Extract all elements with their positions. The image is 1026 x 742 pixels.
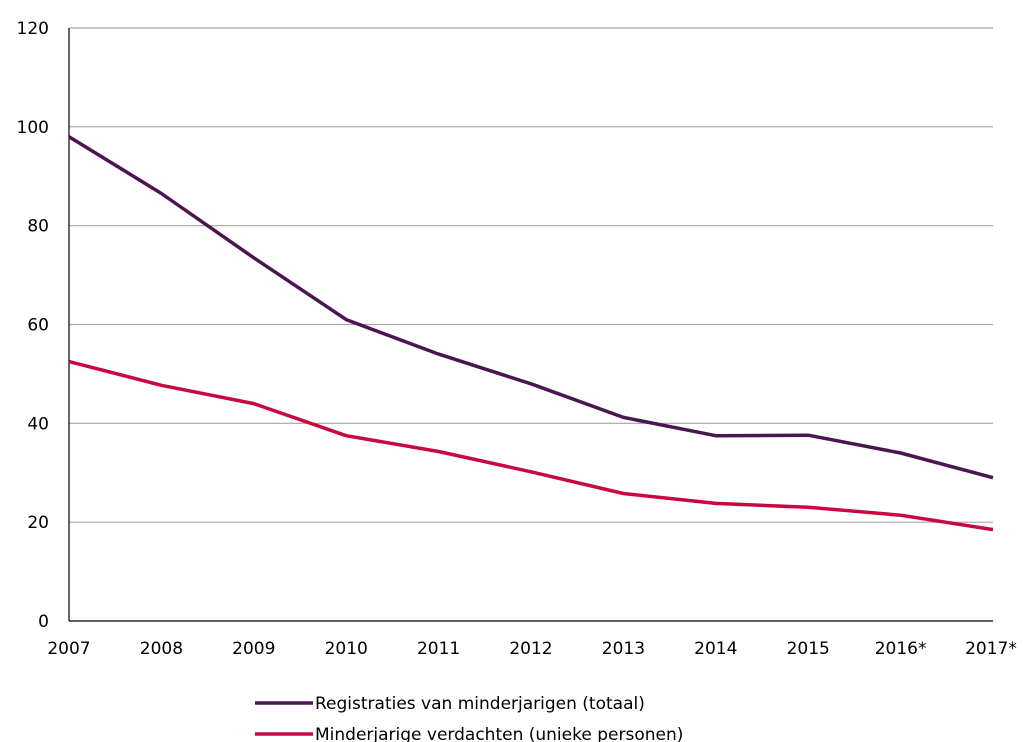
- x-tick-labels: 2007 2008 2009 2010 2011 2012 2013 2014 2015 2016…: [47, 639, 1017, 659]
- x-tick-label: 2007: [47, 639, 90, 659]
- legend: Registraties van minderjarigen (totaal) M…: [255, 694, 683, 742]
- series-lines: [68, 135, 994, 532]
- legend-label: Minderjarige verdachten (unieke personen…: [315, 725, 683, 742]
- y-tick-label: 60: [27, 316, 49, 336]
- gridlines: [69, 27, 993, 523]
- x-tick-label: 2010: [325, 639, 368, 659]
- x-tick-label: 2011: [417, 639, 460, 659]
- y-tick-label: 40: [27, 414, 49, 434]
- y-tick-label: 100: [17, 118, 49, 138]
- legend-label: Registraties van minderjarigen (totaal): [315, 694, 645, 714]
- x-tick-label: 2009: [232, 639, 275, 659]
- y-tick-label: 20: [27, 513, 49, 533]
- series-line-2: [68, 359, 994, 532]
- axes: [68, 28, 993, 622]
- x-tick-label: 2015: [787, 639, 830, 659]
- y-tick-label: 80: [27, 217, 49, 237]
- x-tick-label: 2008: [140, 639, 183, 659]
- y-tick-label: 0: [38, 612, 49, 632]
- x-tick-label: 2012: [509, 639, 552, 659]
- series-line-1: [68, 135, 994, 480]
- x-tick-label: 2013: [602, 639, 645, 659]
- y-tick-label: 120: [17, 19, 49, 39]
- x-tick-label: 2017*: [965, 639, 1017, 659]
- x-tick-label: 2016*: [875, 639, 927, 659]
- x-tick-label: 2014: [694, 639, 737, 659]
- y-tick-labels: 0 20 40 60 80 100 120: [17, 19, 49, 632]
